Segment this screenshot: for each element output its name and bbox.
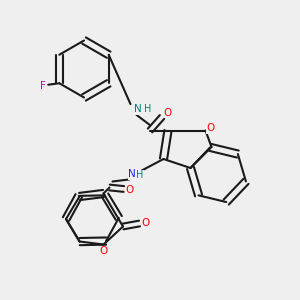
Text: O: O	[126, 184, 134, 195]
Text: N: N	[128, 169, 136, 179]
Text: N: N	[134, 104, 142, 115]
Text: O: O	[207, 123, 215, 133]
Text: H: H	[136, 170, 143, 181]
Text: O: O	[99, 246, 108, 256]
Text: H: H	[144, 104, 152, 115]
Text: F: F	[40, 81, 46, 91]
Text: O: O	[141, 218, 150, 228]
Text: O: O	[163, 107, 172, 118]
